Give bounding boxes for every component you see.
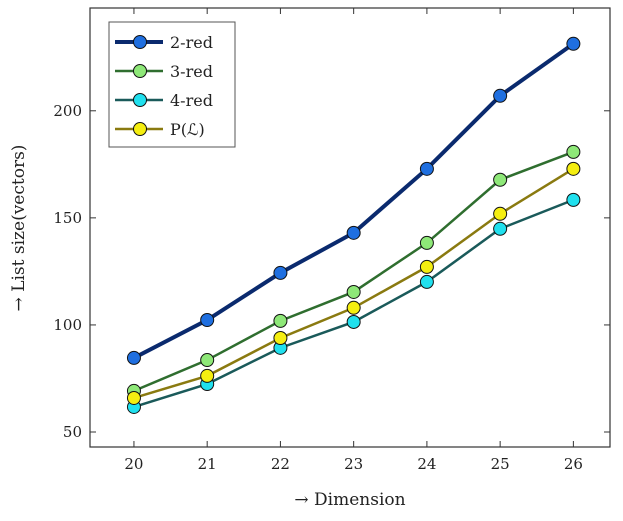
plot-frame — [89, 7, 611, 448]
x-tick-label: 20 — [124, 455, 143, 473]
data-point — [419, 235, 434, 250]
data-point — [493, 221, 508, 236]
data-point — [566, 144, 581, 159]
data-point — [566, 192, 581, 207]
data-point — [493, 172, 508, 187]
legend-label: 2-red — [170, 33, 213, 52]
data-point — [126, 350, 141, 365]
data-point — [419, 259, 434, 274]
x-tick-label: 22 — [271, 455, 290, 473]
legend-marker — [133, 93, 147, 107]
data-point — [200, 353, 215, 368]
data-point — [566, 161, 581, 176]
legend-label: P(ℒ) — [170, 120, 205, 139]
y-tick-label: 150 — [53, 209, 82, 227]
data-point — [346, 300, 361, 315]
data-point — [346, 225, 361, 240]
data-point — [273, 265, 288, 280]
x-axis-label: → Dimension — [294, 490, 405, 510]
legend-marker — [133, 64, 147, 78]
data-point — [273, 330, 288, 345]
data-point — [126, 390, 141, 405]
y-tick-label: 100 — [53, 316, 82, 334]
series-2 — [126, 192, 581, 414]
x-tick-label: 25 — [491, 455, 510, 473]
y-tick-label: 50 — [63, 423, 82, 441]
data-point — [566, 36, 581, 51]
data-point — [493, 88, 508, 103]
x-tick-label: 24 — [417, 455, 436, 473]
series-1 — [126, 144, 581, 398]
series-3 — [126, 161, 581, 405]
legend-label: 4-red — [170, 91, 213, 110]
series-line — [133, 150, 574, 393]
x-tick-label: 23 — [344, 455, 363, 473]
series-0 — [126, 36, 581, 365]
y-axis-label: → List size(vectors) — [9, 145, 29, 312]
data-point — [493, 206, 508, 221]
data-point — [346, 314, 361, 329]
data-point — [419, 161, 434, 176]
data-point — [200, 313, 215, 328]
legend-marker — [133, 122, 147, 136]
legend-marker — [133, 35, 147, 49]
y-tick-label: 200 — [53, 102, 82, 120]
data-point — [200, 368, 215, 383]
data-point — [346, 284, 361, 299]
data-point — [273, 313, 288, 328]
legend: 2-red 3-red 4-red P(ℒ) — [108, 21, 236, 148]
data-point — [419, 274, 434, 289]
x-tick-label: 26 — [564, 455, 583, 473]
x-tick-label: 21 — [198, 455, 217, 473]
legend-label: 3-red — [170, 62, 213, 81]
